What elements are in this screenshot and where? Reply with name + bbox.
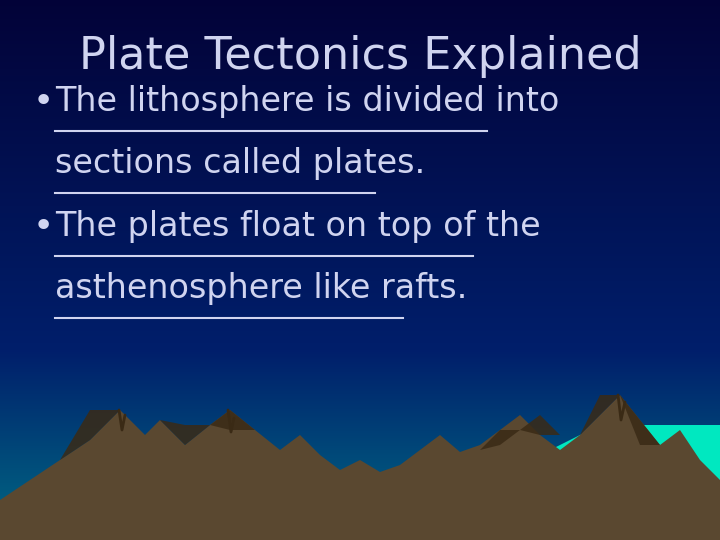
Polygon shape — [210, 410, 255, 430]
Text: •: • — [33, 210, 54, 244]
Text: •: • — [33, 85, 54, 119]
Polygon shape — [160, 420, 210, 445]
Polygon shape — [60, 410, 120, 460]
Text: The lithosphere is divided into: The lithosphere is divided into — [55, 85, 559, 118]
Text: The plates float on top of the: The plates float on top of the — [55, 210, 541, 243]
Polygon shape — [480, 430, 520, 450]
Text: Plate Tectonics Explained: Plate Tectonics Explained — [78, 35, 642, 78]
Polygon shape — [520, 415, 560, 435]
Polygon shape — [0, 395, 720, 540]
Polygon shape — [580, 395, 620, 435]
Text: sections called plates.: sections called plates. — [55, 147, 426, 180]
Polygon shape — [530, 425, 720, 540]
Polygon shape — [620, 395, 660, 445]
Text: asthenosphere like rafts.: asthenosphere like rafts. — [55, 272, 467, 306]
